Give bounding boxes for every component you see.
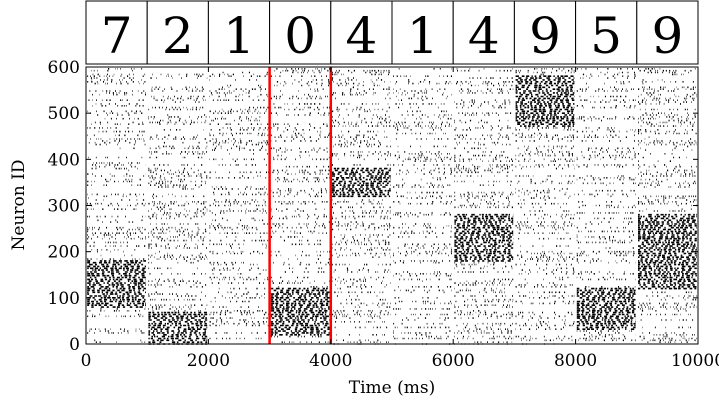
x-tick-label: 8000 — [554, 351, 597, 371]
digit-label: 4 — [345, 7, 377, 65]
y-tick-label: 300 — [48, 197, 80, 217]
spike-marks — [87, 68, 146, 343]
digit-cell: 7 — [85, 0, 148, 65]
y-tick-label: 100 — [48, 289, 80, 309]
digit-label: 1 — [407, 7, 439, 65]
digit-label: 4 — [468, 7, 500, 65]
segment-spikes — [270, 68, 330, 343]
digit-frame — [330, 0, 393, 65]
y-axis: 0 100 200 300 400 500 600 — [48, 58, 698, 355]
segment-spikes — [638, 68, 697, 343]
digit-label: 5 — [590, 7, 622, 65]
digit-label: 9 — [529, 7, 561, 65]
y-tick-label: 200 — [48, 243, 80, 263]
digit-cell: 1 — [207, 0, 271, 65]
digit-frame — [452, 0, 515, 65]
digit-cell: 5 — [575, 0, 638, 65]
digit-frame — [575, 0, 638, 65]
digit-frame — [636, 0, 699, 65]
digit-frame — [207, 0, 271, 65]
y-tick-label: 0 — [69, 335, 80, 355]
spike-marks — [209, 71, 269, 340]
digit-cell: 1 — [391, 0, 454, 65]
segment-spikes — [209, 71, 269, 340]
digit-label: 0 — [284, 7, 316, 65]
digit-cell: 9 — [636, 0, 699, 65]
x-axis-label: Time (ms) — [349, 378, 435, 398]
spike-marks — [576, 68, 636, 342]
digit-label: 1 — [223, 7, 255, 65]
highlight-window — [268, 67, 333, 344]
segment-spikes — [87, 68, 146, 343]
digit-label: 9 — [651, 7, 683, 65]
digit-frame — [146, 0, 209, 65]
digit-label: 2 — [162, 7, 194, 65]
y-axis-label: Neuron ID — [9, 160, 29, 251]
digit-cell: 4 — [330, 0, 393, 65]
digit-cell: 4 — [452, 0, 515, 65]
plot-area — [86, 67, 698, 344]
spike-marks — [638, 68, 697, 343]
y-tick-label: 500 — [48, 104, 80, 124]
y-tick-label: 400 — [48, 150, 80, 170]
digit-frame — [85, 0, 148, 65]
x-tick-label: 0 — [81, 351, 92, 371]
digit-frame — [513, 0, 577, 65]
segment-spikes — [576, 68, 636, 342]
digit-cell: 9 — [513, 0, 577, 65]
digit-frame — [391, 0, 454, 65]
y-tick-label: 600 — [48, 58, 80, 78]
digit-cell: 0 — [269, 0, 332, 65]
x-tick-label: 4000 — [309, 351, 352, 371]
digit-cell: 2 — [146, 0, 209, 65]
x-tick-label: 6000 — [432, 351, 475, 371]
spike-marks — [270, 68, 330, 343]
spike-raster — [87, 68, 697, 345]
x-tick-label: 2000 — [187, 351, 230, 371]
digit-label: 7 — [101, 7, 133, 65]
